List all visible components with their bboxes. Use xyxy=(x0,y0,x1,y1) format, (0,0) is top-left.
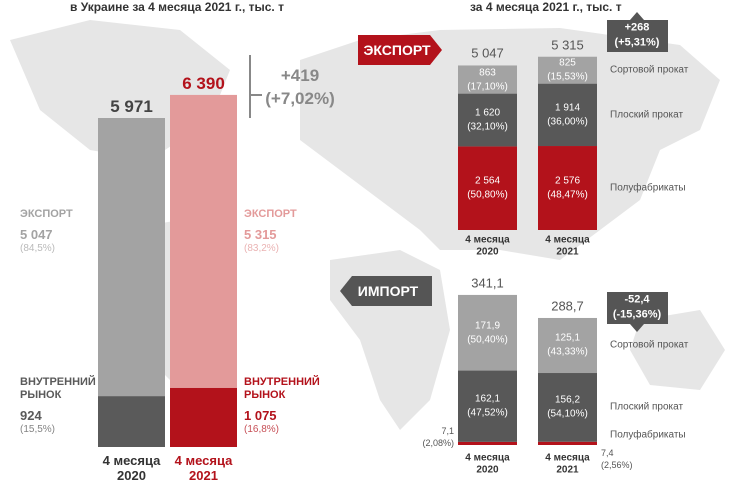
series-label: ВНУТРЕННИЙ РЫНОК xyxy=(244,376,320,402)
category-label: 4 месяца 2021 xyxy=(545,234,590,258)
category-label: 4 месяца 2020 xyxy=(465,452,510,476)
share-label: (83,2%) xyxy=(244,242,280,254)
value-label: 5 315 xyxy=(244,227,277,243)
down-arrow xyxy=(630,324,644,332)
bar-segment xyxy=(170,94,237,388)
legend-label: Сортовой прокат xyxy=(610,339,689,351)
value-label: 7,1 xyxy=(441,426,454,437)
share-label: (32,10%) xyxy=(467,121,508,133)
share-label: (36,00%) xyxy=(547,116,588,128)
bar-segment xyxy=(458,441,517,445)
series-label: ВНУТРЕННИЙ РЫНОК xyxy=(20,376,96,402)
value-label: 125,1 xyxy=(554,332,581,344)
share-label: (15,53%) xyxy=(547,71,588,83)
bar-segment xyxy=(538,317,597,374)
bar-segment xyxy=(538,441,597,445)
value-label: 825 xyxy=(559,57,576,69)
series-label: ЭКСПОРТ xyxy=(244,208,297,220)
total-label: 341,1 xyxy=(471,275,504,291)
value-label: 5 047 xyxy=(20,227,53,243)
bar-segment xyxy=(458,93,517,147)
share-label: (84,5%) xyxy=(20,242,56,254)
bar-segment xyxy=(458,294,517,371)
bar-segment xyxy=(538,83,597,147)
share-label: (47,52%) xyxy=(467,407,508,419)
share-label: (54,10%) xyxy=(547,408,588,420)
bar-segment xyxy=(458,370,517,442)
value-label: 2 576 xyxy=(554,175,581,187)
total-label: 6 390 xyxy=(182,74,225,94)
label-block: ВНУТРЕННИЙ РЫНОК 1 075 (16,8%) xyxy=(244,376,324,436)
value-label: 1 075 xyxy=(244,408,277,424)
share-label: (48,47%) xyxy=(547,189,588,201)
change-label: (+7,02%) xyxy=(265,89,335,109)
change-box xyxy=(607,20,668,52)
value-label: 171,9 xyxy=(474,319,501,331)
total-label: 288,7 xyxy=(551,298,584,314)
bar-segment xyxy=(170,387,237,447)
bar-segment xyxy=(538,146,597,230)
bar-segment xyxy=(458,65,517,94)
change-label: (-15,36%) xyxy=(612,308,662,321)
change-label: -52,4 xyxy=(624,293,650,306)
up-arrow xyxy=(630,12,644,20)
value-label: 156,2 xyxy=(554,394,581,406)
bar-segment xyxy=(538,373,597,442)
legend-label: Плоский прокат xyxy=(610,401,684,413)
share-label: (2,08%) xyxy=(422,438,454,449)
label-block: ЭКСПОРТ 5 047 (84,5%) xyxy=(20,208,92,255)
export-arrow xyxy=(358,35,442,65)
change-label: (+5,31%) xyxy=(614,36,660,49)
share-label: (2,56%) xyxy=(601,460,633,471)
bar-segment xyxy=(458,146,517,230)
share-label: (15,5%) xyxy=(20,423,56,435)
total-label: 5 047 xyxy=(471,45,504,61)
value-label: 924 xyxy=(20,408,42,424)
label-block: ВНУТРЕННИЙ РЫНОК 924 (15,5%) xyxy=(20,376,96,436)
category-label: 4 месяца 2020 xyxy=(102,453,161,480)
category-label: 4 месяца 2020 xyxy=(465,234,510,258)
chart-title: в Украине за 4 месяца 2021 г., тыс. т xyxy=(70,0,284,15)
section-header: ЭКСПОРТ xyxy=(363,41,431,58)
import-arrow xyxy=(340,276,432,306)
change-label: +268 xyxy=(624,21,650,34)
change-box xyxy=(607,292,668,324)
value-label: 863 xyxy=(479,66,496,78)
legend-label: Плоский прокат xyxy=(610,109,684,121)
label-block: ЭКСПОРТ 5 315 (83,2%) xyxy=(244,208,324,255)
value-label: 162,1 xyxy=(474,393,501,405)
share-label: (50,40%) xyxy=(467,333,508,345)
change-label: +419 xyxy=(280,66,320,86)
legend-label: Полуфабрикаты xyxy=(610,182,686,194)
share-label: (50,80%) xyxy=(467,189,508,201)
legend-label: Сортовой прокат xyxy=(610,64,689,76)
total-label: 5 971 xyxy=(110,97,153,117)
value-label: 7,4 xyxy=(601,448,614,459)
bar-segment xyxy=(98,396,165,447)
value-label: 1 620 xyxy=(474,107,501,119)
bar-segment xyxy=(98,117,165,397)
share-label: (43,33%) xyxy=(547,346,588,358)
chart-title: за 4 месяца 2021 г., тыс. т xyxy=(470,0,622,15)
category-label: 4 месяца 2021 xyxy=(545,452,590,476)
share-label: (16,8%) xyxy=(244,423,280,435)
series-label: ЭКСПОРТ xyxy=(20,208,73,220)
legend-label: Полуфабрикаты xyxy=(610,429,686,441)
bar-segment xyxy=(538,56,597,84)
value-label: 1 914 xyxy=(554,102,581,114)
value-label: 2 564 xyxy=(474,175,501,187)
section-header: ИМПОРТ xyxy=(357,282,419,299)
total-label: 5 315 xyxy=(551,37,584,53)
category-label: 4 месяца 2021 xyxy=(174,453,233,480)
share-label: (17,10%) xyxy=(467,80,508,92)
